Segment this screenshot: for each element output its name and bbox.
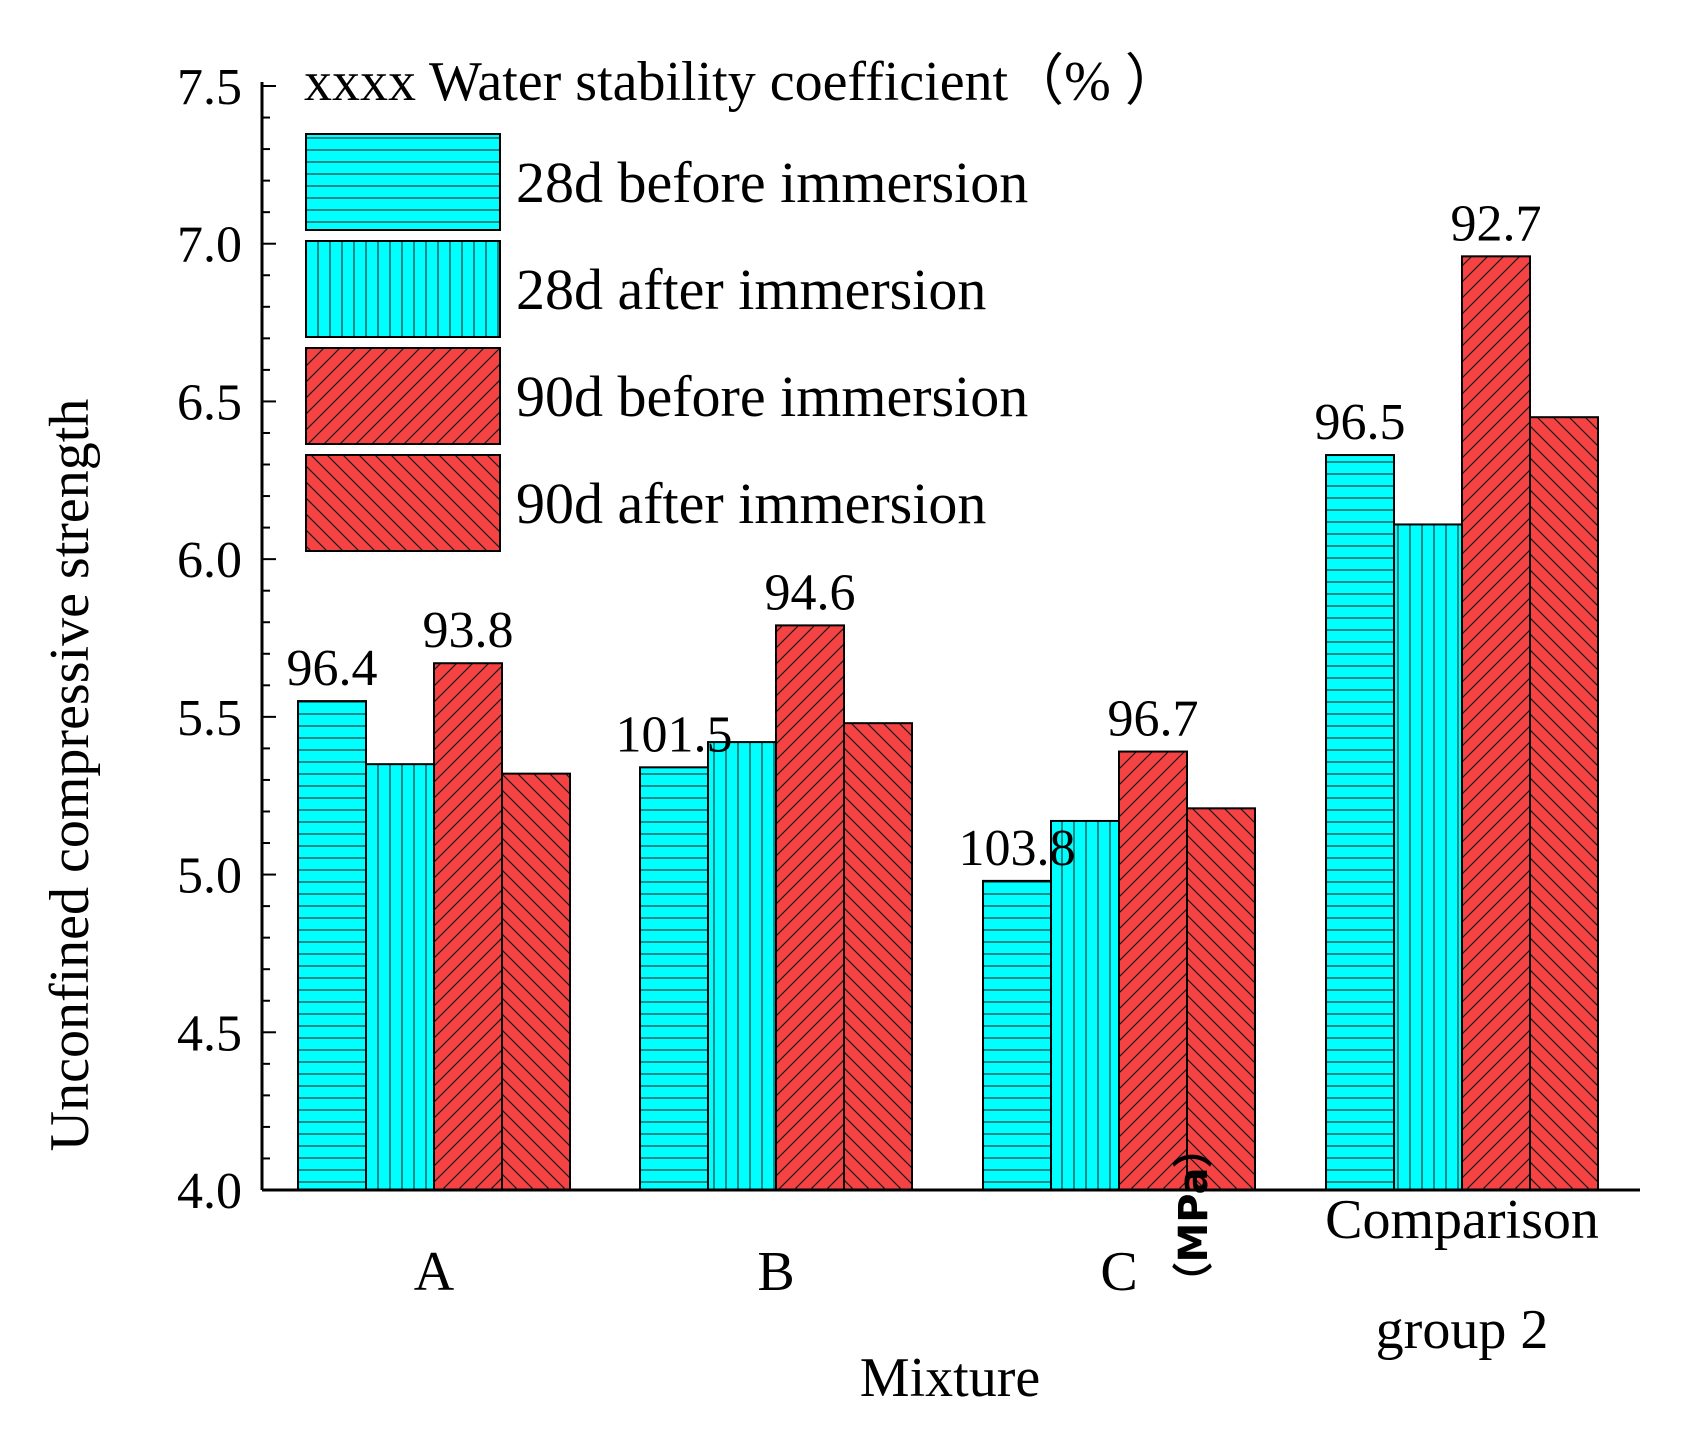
data-label: 96.4 (287, 640, 378, 697)
bar (433, 662, 503, 1191)
bar (639, 766, 709, 1192)
bar (501, 772, 571, 1191)
x-axis-label: Mixture (860, 1347, 1040, 1409)
bar (1118, 750, 1188, 1191)
bar (1529, 416, 1599, 1191)
y-tick-label: 6.0 (177, 532, 242, 589)
bar (1325, 454, 1395, 1191)
data-label: 101.5 (616, 706, 733, 763)
x-tick-label: group 2 (1376, 1299, 1549, 1361)
legend-swatch (305, 240, 501, 338)
y-axis-label: Unconfined compressive strength (39, 399, 101, 1152)
bars-layer (297, 255, 1599, 1192)
y-tick-label: 4.5 (177, 1005, 242, 1062)
x-tick-label: C (1100, 1241, 1137, 1303)
y-tick-label: 7.5 (177, 59, 242, 116)
bar (843, 722, 913, 1191)
y-tick-label: 6.5 (177, 374, 242, 431)
annotations-layer: 96.4 93.8 101.5 94.6 103.8 96.7 96.5 92.7 (287, 195, 1542, 877)
data-label: 96.5 (1315, 394, 1406, 451)
y-tick-label: 5.5 (177, 690, 242, 747)
data-label: 94.6 (765, 564, 856, 621)
legend-label: 90d before immersion (516, 364, 1028, 429)
bar (775, 624, 845, 1191)
legend-label: 90d after immersion (516, 471, 986, 536)
bar (1461, 255, 1531, 1191)
bar (365, 763, 435, 1192)
y-tick-label: 7.0 (177, 217, 242, 274)
legend-swatch (305, 454, 501, 552)
bar (1186, 807, 1256, 1191)
legend-label: 28d before immersion (516, 150, 1028, 215)
bar (982, 879, 1052, 1191)
bar (297, 700, 367, 1191)
bar (1393, 523, 1463, 1191)
legend-title: xxxx Water stability coefficient（% ） (304, 51, 1181, 113)
legend-swatch (305, 347, 501, 445)
legend-swatch (305, 133, 501, 231)
y-axis-unit-label: （MPa） (1171, 1127, 1217, 1302)
bar (1050, 819, 1120, 1191)
x-tick-label: B (757, 1241, 794, 1303)
axes-layer: 4.0 4.5 5.0 5.5 6.0 6.5 7.0 7.5 A B C Comparison gro… (177, 59, 1640, 1361)
data-label: 93.8 (423, 602, 514, 659)
legend: xxxx Water stability coefficient（% ） 28d… (304, 51, 1181, 552)
data-label: 103.8 (959, 820, 1076, 877)
data-label: 96.7 (1108, 691, 1199, 748)
x-tick-label: Comparison (1325, 1189, 1599, 1251)
x-tick-label: A (414, 1241, 455, 1303)
data-label: 92.7 (1451, 195, 1542, 252)
y-tick-label: 4.0 (177, 1163, 242, 1220)
bar (707, 741, 777, 1191)
legend-label: 28d after immersion (516, 257, 986, 322)
y-tick-label: 5.0 (177, 848, 242, 905)
